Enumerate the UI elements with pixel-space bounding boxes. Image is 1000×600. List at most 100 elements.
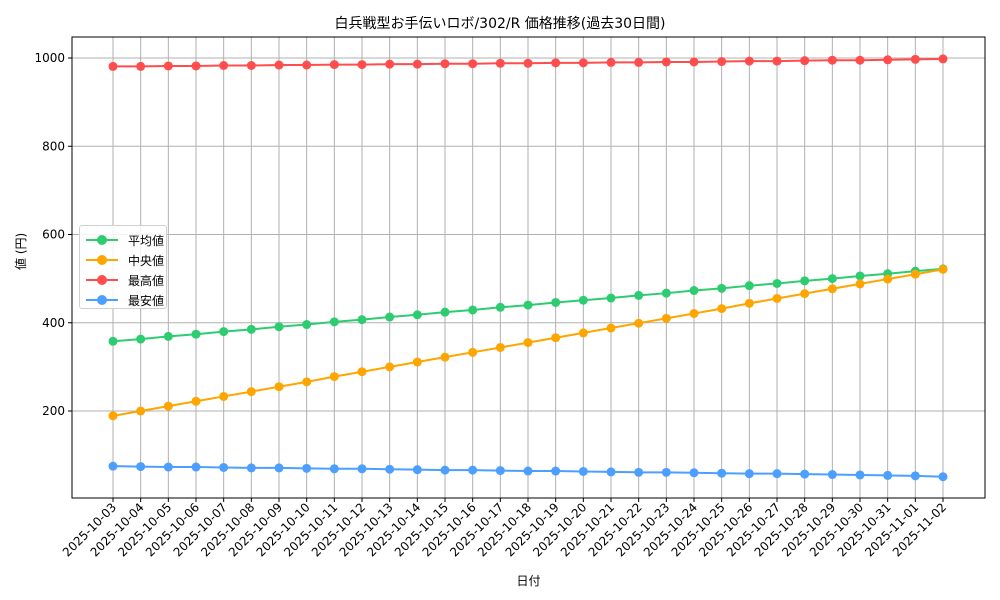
data-point — [329, 372, 339, 382]
data-point — [772, 293, 782, 303]
data-point — [219, 61, 229, 71]
data-point — [108, 61, 118, 71]
data-point — [634, 467, 644, 477]
data-point — [827, 55, 837, 65]
data-point — [744, 298, 754, 308]
line-marker-icon — [86, 234, 118, 246]
svg-text:800: 800 — [42, 139, 65, 153]
data-point — [661, 313, 671, 323]
data-point — [440, 59, 450, 69]
data-point — [689, 308, 699, 318]
data-point — [163, 401, 173, 411]
data-point — [772, 278, 782, 288]
data-point — [800, 289, 810, 299]
line-marker-icon — [86, 274, 118, 286]
data-point — [661, 288, 671, 298]
data-point — [634, 290, 644, 300]
data-point — [468, 465, 478, 475]
data-point — [551, 466, 561, 476]
data-point — [883, 470, 893, 480]
data-point — [274, 382, 284, 392]
data-point — [385, 312, 395, 322]
data-point — [578, 58, 588, 68]
data-point — [219, 391, 229, 401]
data-point — [938, 54, 948, 64]
data-point — [689, 57, 699, 67]
data-point — [661, 57, 671, 67]
x-axis-ticks: 2025-10-032025-10-042025-10-052025-10-06… — [60, 498, 949, 559]
data-point — [910, 269, 920, 279]
data-point — [578, 466, 588, 476]
svg-text:400: 400 — [42, 316, 65, 330]
data-point — [412, 357, 422, 367]
data-point — [412, 310, 422, 320]
data-point — [772, 469, 782, 479]
data-point — [551, 58, 561, 68]
data-point — [412, 59, 422, 69]
data-point — [191, 396, 201, 406]
series-line — [108, 264, 948, 346]
data-point — [357, 367, 367, 377]
data-point — [495, 302, 505, 312]
data-point — [827, 284, 837, 294]
data-point — [274, 322, 284, 332]
chart-title: 白兵戦型お手伝いロボ/302/R 価格推移(過去30日間) — [334, 16, 666, 32]
line-marker-icon — [86, 294, 118, 306]
data-point — [800, 56, 810, 66]
series-line — [108, 264, 948, 421]
data-point — [661, 467, 671, 477]
data-point — [689, 286, 699, 296]
data-point — [883, 274, 893, 284]
data-point — [136, 61, 146, 71]
data-point — [108, 411, 118, 421]
legend-item-min: 最安値 — [86, 290, 166, 310]
line-marker-icon — [86, 254, 118, 266]
legend-label: 最高値 — [128, 273, 165, 288]
data-point — [827, 470, 837, 480]
legend-item-average: 平均値 — [86, 230, 166, 250]
data-point — [551, 297, 561, 307]
data-point — [357, 60, 367, 70]
data-point — [883, 55, 893, 65]
data-point — [800, 469, 810, 479]
series-line — [108, 54, 948, 71]
data-point — [302, 463, 312, 473]
svg-text:600: 600 — [42, 228, 65, 242]
data-point — [440, 352, 450, 362]
data-point — [302, 60, 312, 70]
data-point — [274, 60, 284, 70]
legend-item-median: 中央値 — [86, 250, 166, 270]
data-point — [108, 336, 118, 346]
data-point — [246, 463, 256, 473]
data-point — [329, 317, 339, 327]
legend-label: 平均値 — [128, 233, 165, 248]
data-point — [744, 469, 754, 479]
data-point — [219, 462, 229, 472]
data-point — [136, 406, 146, 416]
data-point — [717, 468, 727, 478]
data-point — [495, 466, 505, 476]
data-point — [385, 59, 395, 69]
data-point — [551, 333, 561, 343]
svg-text:1000: 1000 — [34, 51, 65, 65]
legend-label: 中央値 — [128, 253, 165, 268]
data-point — [468, 305, 478, 315]
data-point — [246, 387, 256, 397]
data-point — [744, 281, 754, 291]
data-point — [578, 295, 588, 305]
data-point — [634, 318, 644, 328]
data-point — [495, 342, 505, 352]
data-point — [385, 464, 395, 474]
data-point — [523, 58, 533, 68]
data-point — [219, 327, 229, 337]
data-point — [855, 279, 865, 289]
data-point — [412, 465, 422, 475]
data-point — [606, 323, 616, 333]
data-point — [855, 271, 865, 281]
data-point — [246, 324, 256, 334]
x-axis-label: 日付 — [516, 574, 541, 588]
data-point — [634, 57, 644, 67]
data-point — [163, 331, 173, 341]
data-point — [606, 293, 616, 303]
